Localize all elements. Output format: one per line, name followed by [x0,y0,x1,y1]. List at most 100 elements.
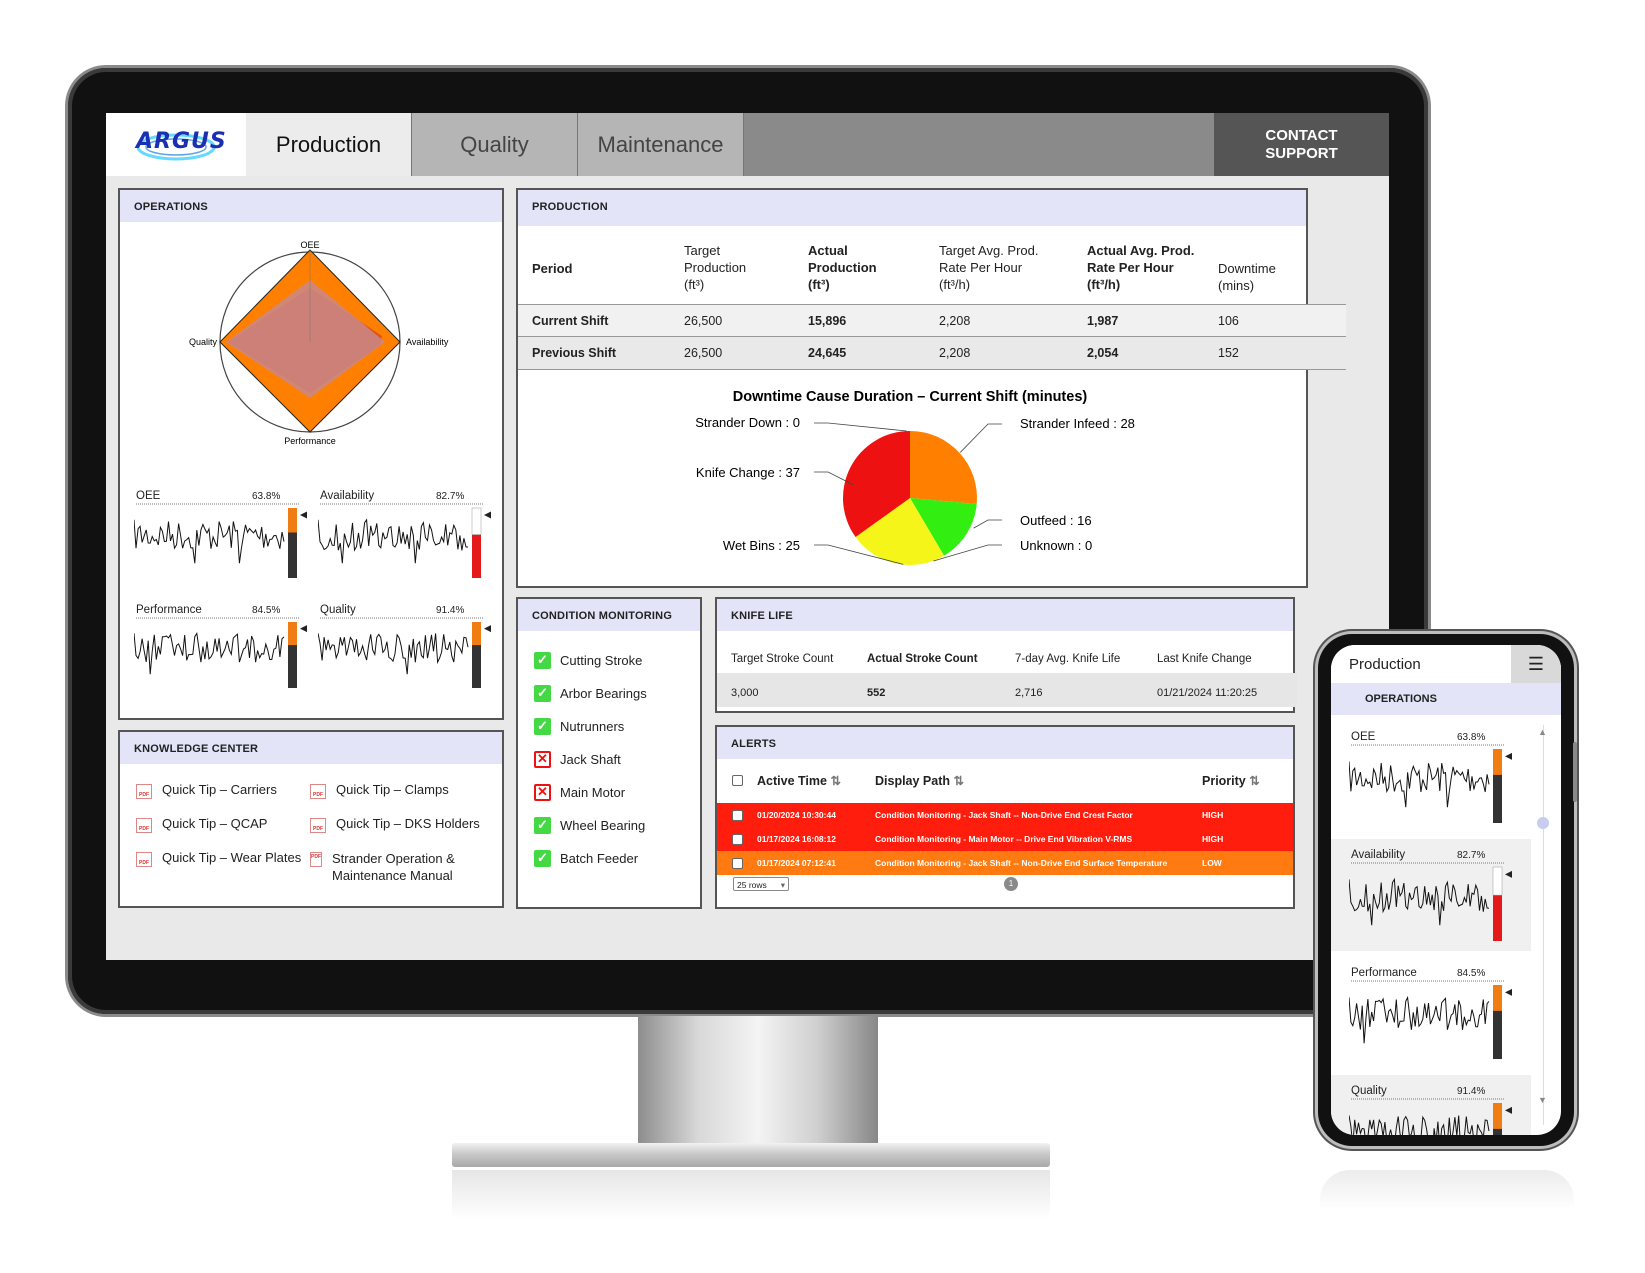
metric-value: 82.7% [1457,850,1486,861]
cm-item-cutting-stroke[interactable]: ✓ Cutting Stroke [534,650,642,670]
scroll-up-icon[interactable]: ▲ [1538,727,1547,737]
alert-path: Condition Monitoring - Main Motor -- Dri… [875,834,1133,844]
alert-time: 01/17/2024 16:08:12 [757,834,836,844]
alert-time: 01/17/2024 07:12:41 [757,858,836,868]
kc-link-dks-holders[interactable]: PDF Quick Tip – DKS Holders [310,816,480,833]
knife-value-avg: 2,716 [1015,687,1043,699]
phone-scrollbar[interactable] [1543,725,1544,1125]
status-bar-empty [1492,866,1503,896]
sort-icon: ⇅ [830,774,841,788]
scroll-thumb[interactable] [1537,817,1549,829]
cm-item-main-motor[interactable]: ✕ Main Motor [534,782,625,802]
metric-label: OEE [1351,731,1376,743]
pie-label: Knife Change : 37 [696,465,800,480]
phone-screen: Production ☰ OPERATIONS OEE 63.8% Availabi… [1331,645,1561,1135]
table-row: Previous Shift 26,500 24,645 2,208 2,054… [518,336,1346,370]
sparkline-path [318,518,469,564]
hamburger-menu-icon[interactable]: ☰ [1511,645,1561,683]
pie-leader-line [933,544,1002,562]
panel-title: KNOWLEDGE CENTER [120,732,502,764]
alerts-col-display-path[interactable]: Display Path ⇅ [875,774,964,788]
pdf-icon: PDF [136,784,152,799]
alert-priority: HIGH [1202,834,1224,844]
pagination-page-1[interactable]: 1 [1004,877,1018,891]
alert-priority: LOW [1202,858,1222,868]
alerts-col-active-time[interactable]: Active Time ⇅ [757,774,841,788]
cm-item-label: Arbor Bearings [560,685,647,701]
col-target-rate: Target Avg. Prod. Rate Per Hour (ft³/h) [939,243,1039,292]
check-icon: ✓ [534,651,551,669]
row-checkbox[interactable] [732,858,743,869]
phone-header: Production ☰ [1331,645,1561,684]
tab-maintenance[interactable]: Maintenance [578,113,744,176]
cm-item-batch-feeder[interactable]: ✓ Batch Feeder [534,848,638,868]
radar-label-bottom: Performance [284,436,336,446]
knowledge-center-panel: KNOWLEDGE CENTER PDF Quick Tip – Carriers… [118,730,504,908]
metric-sparkline [134,617,307,688]
knife-value-actual: 552 [867,687,886,699]
metric-label: Availability [320,490,375,502]
metric-sparkline [1349,862,1512,941]
kc-link-manual[interactable]: PDF Strander Operation & Maintenance Manu… [310,850,480,884]
kc-link-clamps[interactable]: PDF Quick Tip – Clamps [310,782,449,799]
tab-quality[interactable]: Quality [412,113,578,176]
panel-title: ALERTS [717,727,1293,759]
pdf-icon: PDF [310,852,322,867]
knife-header-actual: Actual Stroke Count [867,653,978,665]
monitor-base [452,1143,1050,1167]
pie-slice-outfeed [910,498,977,556]
tab-production[interactable]: Production [246,113,412,176]
panel-title: PRODUCTION [518,190,1306,226]
kc-link-qcap[interactable]: PDF Quick Tip – QCAP [136,816,267,833]
phone-side-button [1573,742,1577,802]
pie-slice-knife-change [843,431,910,538]
alert-row[interactable]: 01/20/2024 10:30:44 Condition Monitoring … [717,803,1293,827]
cm-item-wheel-bearing[interactable]: ✓ Wheel Bearing [534,815,645,835]
alerts-panel: ALERTS Active Time ⇅ Display Path ⇅ Prio… [715,725,1295,909]
row-checkbox[interactable] [732,834,743,845]
logo-swoosh-icon [136,133,216,161]
rows-per-page-select[interactable]: 25 rows ▾ [733,877,789,891]
metric-label: Performance [1351,967,1417,979]
condition-monitoring-panel: CONDITION MONITORING ✓ Cutting Stroke ✓ Arb… [516,597,702,909]
cm-item-jack-shaft[interactable]: ✕ Jack Shaft [534,749,621,769]
kc-link-label: Quick Tip – Carriers [162,782,277,797]
status-bar-empty [471,507,482,535]
alert-row[interactable]: 01/17/2024 07:12:41 Condition Monitoring … [717,851,1293,875]
kc-link-wear-plates[interactable]: PDF Quick Tip – Wear Plates [136,850,301,867]
knife-value-last-change: 01/21/2024 11:20:25 [1157,687,1258,699]
pie-leader-line [814,422,907,432]
cm-item-label: Jack Shaft [560,751,621,767]
kc-link-label: Quick Tip – QCAP [162,816,268,831]
cm-item-nutrunners[interactable]: ✓ Nutrunners [534,716,624,736]
alert-row[interactable]: 01/17/2024 16:08:12 Condition Monitoring … [717,827,1293,851]
scroll-down-icon[interactable]: ▼ [1538,1095,1547,1105]
metric-label: Availability [1351,849,1406,861]
operations-radar-chart: OEE Availability Performance Quality [189,240,449,446]
alerts-col-priority[interactable]: Priority ⇅ [1202,774,1260,788]
pie-leader-line [973,519,1002,529]
metric-label: OEE [136,490,161,502]
cm-item-label: Nutrunners [560,718,625,734]
target-marker-icon [484,511,491,519]
pie-leader-line [959,423,1002,453]
knife-header-avg: 7-day Avg. Knife Life [1015,653,1121,665]
sparkline-path [134,519,285,564]
cm-item-arbor-bearings[interactable]: ✓ Arbor Bearings [534,683,647,703]
select-all-checkbox[interactable] [732,775,743,786]
pie-label: Strander Infeed : 28 [1020,416,1135,431]
kc-link-label: Quick Tip – Clamps [336,782,449,797]
metric-value: 91.4% [1457,1086,1486,1097]
top-navigation: ARGUS Production Quality Maintenance CON… [106,113,1389,176]
target-marker-icon [1505,1106,1512,1114]
kc-link-label: Quick Tip – DKS Holders [336,816,480,831]
metric-value: 82.7% [436,491,465,502]
contact-support-button[interactable]: CONTACT SUPPORT [1214,113,1389,176]
target-marker-icon [1505,752,1512,760]
kc-link-carriers[interactable]: PDF Quick Tip – Carriers [136,782,277,799]
phone-section-title: OPERATIONS [1331,683,1561,715]
knife-life-panel: KNIFE LIFE Target Stroke Count Actual St… [715,597,1297,713]
knife-life-row-bg [717,673,1297,707]
metric-label: Performance [136,604,202,616]
row-checkbox[interactable] [732,810,743,821]
